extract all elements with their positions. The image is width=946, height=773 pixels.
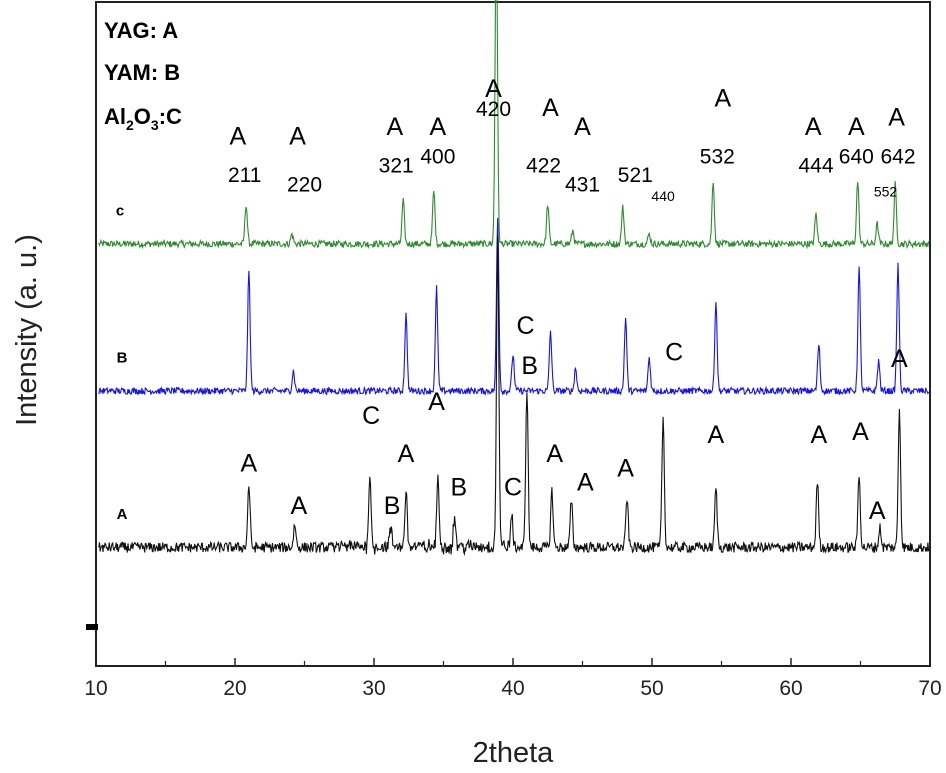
peak-letter-a: A: [869, 497, 886, 525]
peak-letter-a: A: [852, 418, 869, 446]
trace-label: A: [117, 506, 128, 523]
peak-letter-a: A: [428, 388, 445, 416]
hkl-label: 400: [420, 145, 455, 168]
x-axis-label: 2theta: [473, 737, 554, 769]
peak-letter-top: A: [430, 113, 447, 141]
series-line-b: [98, 217, 930, 397]
x-tick-label: 70: [918, 677, 941, 700]
hkl-label: 220: [287, 174, 322, 197]
series-layer: cBA: [98, 0, 930, 556]
peak-letter-a: B: [450, 473, 467, 501]
peak-letter-top: A: [229, 122, 246, 150]
peak-letter-top: A: [848, 113, 865, 141]
peak-letter-a: A: [546, 440, 563, 468]
hkl-label: 440: [651, 188, 675, 204]
peak-letter-b: C: [516, 312, 534, 340]
x-tick-label: 10: [84, 677, 107, 700]
trace-label: c: [116, 202, 124, 219]
y-axis-label: Intensity (a. u.): [11, 234, 43, 426]
hkl-label: 444: [798, 155, 833, 178]
legend-entry: YAM: B: [104, 60, 180, 85]
legend-entry: YAG: A: [104, 18, 178, 43]
x-tick-label: 30: [362, 677, 385, 700]
x-tick-label: 20: [223, 677, 246, 700]
peak-letter-a: B: [384, 492, 401, 520]
trace-label: B: [117, 350, 128, 367]
peak-letter-a: A: [617, 454, 634, 482]
legend: YAG: A YAM: B Al2O3:C: [104, 18, 182, 133]
peak-letter-top: A: [574, 113, 591, 141]
peak-letter-top: A: [888, 103, 905, 131]
hkl-label: 431: [565, 174, 600, 197]
hkl-label: 422: [526, 155, 561, 178]
hkl-label: 552: [874, 184, 898, 200]
hkl-label: 321: [379, 155, 414, 178]
hkl-label: 521: [618, 164, 653, 187]
peak-letter-top: A: [289, 122, 306, 150]
peak-letter-a: A: [891, 345, 908, 373]
legend-entry: Al2O3:C: [104, 104, 182, 133]
peak-letter-top: A: [485, 75, 502, 103]
peak-letter-a: A: [291, 492, 308, 520]
x-tick-label: 50: [640, 677, 663, 700]
hkl-label: 640: [839, 145, 874, 168]
peak-letter-a: A: [398, 440, 415, 468]
series-line-a: [98, 235, 930, 556]
peak-letter-a: A: [708, 421, 725, 449]
x-tick-label: 40: [501, 677, 524, 700]
peak-letter-a: A: [577, 469, 594, 497]
plot-frame: [95, 1, 931, 667]
peak-letter-a: B: [521, 352, 538, 380]
hkl-label: 211: [228, 164, 261, 187]
peak-letter-a: C: [362, 402, 380, 430]
peak-letter-top: A: [387, 113, 404, 141]
peak-letter-a: A: [241, 450, 258, 478]
peak-letter-top: A: [715, 84, 732, 112]
x-axis: 10 20 30 40 50 60 70: [84, 658, 942, 700]
y-origin-marker: [86, 624, 98, 630]
peak-letter-a: C: [504, 473, 522, 501]
series-line-c: [98, 0, 930, 250]
hkl-label: 532: [700, 145, 735, 168]
hkl-label: 420: [476, 98, 511, 121]
hkl-label: 642: [880, 145, 915, 168]
peak-letter-top: A: [805, 113, 822, 141]
peak-letter-a: A: [810, 421, 827, 449]
x-tick-label: 60: [779, 677, 802, 700]
peak-letter-top: A: [542, 94, 559, 122]
peak-letter-a: C: [665, 339, 683, 367]
